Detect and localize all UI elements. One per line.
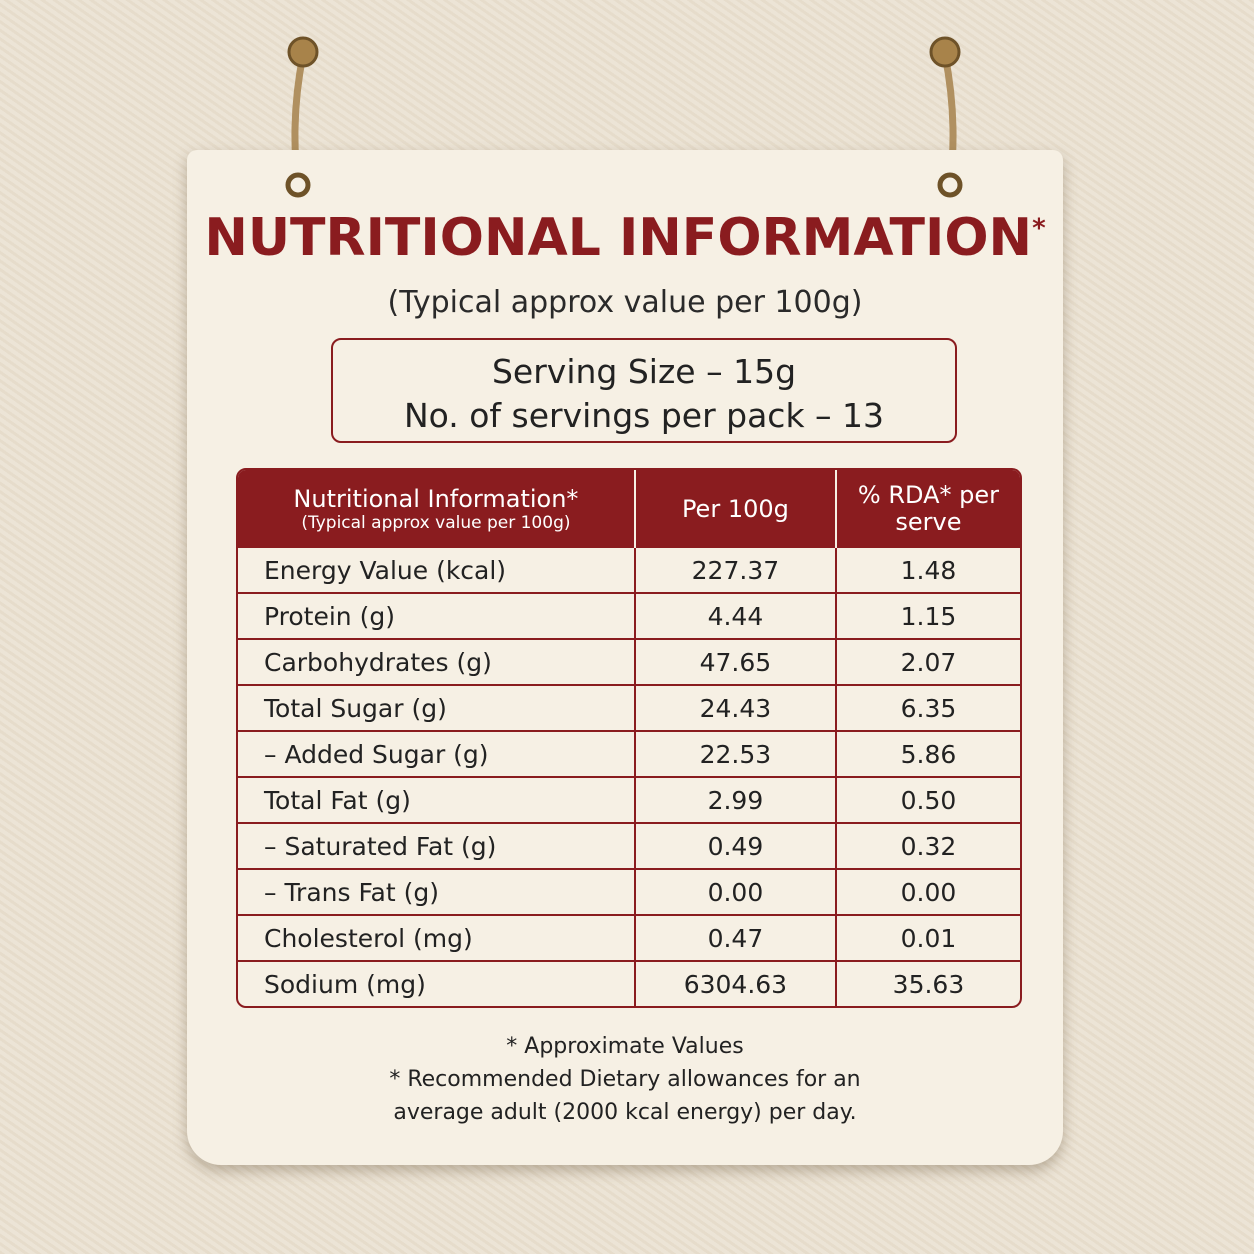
column-sublabel: (Typical approx value per 100g) [301,512,571,533]
table-row: – Saturated Fat (g) 0.49 0.32 [238,822,1020,868]
nutrient-name: Total Fat (g) [238,776,636,822]
nutrient-value: 2.99 [635,776,837,822]
table-row: – Trans Fat (g) 0.00 0.00 [238,868,1020,914]
table-row: Energy Value (kcal) 227.37 1.48 [238,548,1020,592]
eyelets [285,172,963,198]
footnote: * Approximate Values [506,1034,744,1059]
nutrient-value: 0.50 [836,776,1020,822]
column-label: % RDA* per serve [857,481,1000,536]
subtitle: (Typical approx value per 100g) [387,285,863,320]
nutrient-name: Total Sugar (g) [238,684,636,730]
nutrient-name: Energy Value (kcal) [238,548,636,592]
table-row: Total Fat (g) 2.99 0.50 [238,776,1020,822]
nutrient-value: 6304.63 [635,960,837,1006]
title-text: NUTRITIONAL INFORMATION [204,208,1033,268]
nutrient-name: Sodium (mg) [238,960,636,1006]
serving-box: Serving Size – 15g No. of servings per p… [331,338,957,443]
nutrient-value: 0.01 [836,914,1020,960]
nutrient-name: Protein (g) [238,592,636,638]
serving-size: Serving Size – 15g [491,352,797,391]
column-label: Per 100g [681,494,789,523]
nutrient-value: 6.35 [836,684,1020,730]
nutrient-value: 2.07 [836,638,1020,684]
servings-per-pack: No. of servings per pack – 13 [403,396,885,435]
hangers [287,36,961,186]
nutrient-name: – Added Sugar (g) [238,730,636,776]
column-header: % RDA* per serve [836,470,1020,548]
nutrient-value: 0.32 [836,822,1020,868]
nutrient-value: 227.37 [636,548,837,592]
nutrient-name: Cholesterol (mg) [238,914,636,960]
table-row: – Added Sugar (g) 22.53 5.86 [238,730,1020,776]
nutrient-value: 24.43 [635,684,837,730]
table-row: Total Sugar (g) 24.43 6.35 [238,684,1020,730]
nutrient-value: 1.48 [900,555,957,585]
nutrient-value: 1.15 [836,592,1020,638]
table-row: Carbohydrates (g) 47.65 2.07 [238,638,1020,684]
nutrient-value: 0.00 [836,868,1020,914]
column-header: Per 100g [635,470,837,548]
nutrient-name: – Saturated Fat (g) [238,822,636,868]
table-row: Protein (g) 4.44 1.15 [238,592,1020,638]
nutrient-value: 0.47 [635,914,837,960]
nutrient-value: 0.49 [635,822,837,868]
column-label: Nutritional Information* [293,484,579,513]
nutrient-value: 0.00 [635,868,837,914]
footnote: * Recommended Dietary allowances for an … [389,1067,861,1125]
table-row: Cholesterol (mg) 0.47 0.01 [238,914,1020,960]
nutrient-value: 47.65 [635,638,837,684]
nutrition-table: Nutritional Information* (Typical approx … [236,468,1022,1008]
footnotes: * Approximate Values * Recommended Dietar… [187,1030,1063,1129]
nutrient-name: – Trans Fat (g) [238,868,636,914]
nutrient-value: 35.63 [836,960,1020,1006]
nutrient-value: 22.53 [635,730,837,776]
column-header: Nutritional Information* (Typical approx … [238,470,636,548]
nutrient-value: 4.44 [635,592,837,638]
card: NUTRITIONAL INFORMATION* (Typical approx… [187,150,1063,1165]
table-row: Sodium (mg) 6304.63 35.63 [238,960,1020,1006]
title: NUTRITIONAL INFORMATION* [187,208,1063,268]
nutrient-value: 5.86 [836,730,1020,776]
header-row: Nutritional Information* (Typical approx … [238,470,1020,548]
nutrient-name: Carbohydrates (g) [238,638,636,684]
title-note: * [1032,213,1046,244]
